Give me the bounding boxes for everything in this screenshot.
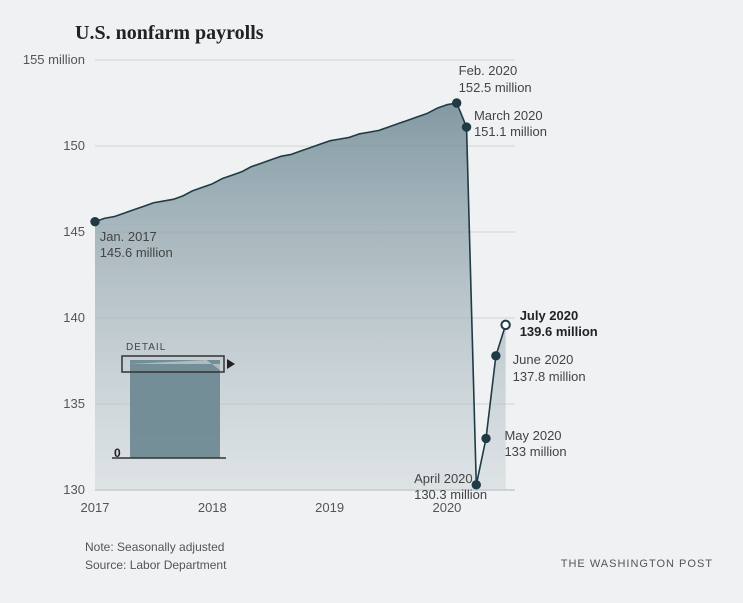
annotation: Jan. 2017145.6 million (100, 229, 173, 262)
footer-note-1: Note: Seasonally adjusted (85, 540, 224, 554)
inset-detail-label: DETAIL (126, 342, 166, 353)
data-marker (482, 434, 490, 442)
annotation: June 2020137.8 million (513, 352, 586, 385)
data-marker (501, 321, 509, 329)
y-tick-label: 135 (63, 396, 85, 411)
y-tick-label: 145 (63, 224, 85, 239)
data-marker (91, 217, 99, 225)
inset-zero-label: 0 (114, 446, 121, 460)
inset-bar (130, 360, 220, 458)
annotation: July 2020139.6 million (520, 308, 598, 341)
footer-note-2: Source: Labor Department (85, 558, 226, 572)
x-tick-label: 2019 (315, 500, 344, 515)
footer-credit: THE WASHINGTON POST (561, 558, 713, 570)
annotation: Feb. 2020152.5 million (459, 63, 532, 96)
chart-container: U.S. nonfarm payrolls 130135140145150155… (0, 0, 743, 603)
annotation: April 2020130.3 million (414, 471, 487, 504)
y-tick-label: 155 million (23, 52, 85, 67)
x-tick-label: 2018 (198, 500, 227, 515)
x-tick-label: 2017 (81, 500, 110, 515)
data-marker (492, 352, 500, 360)
y-tick-label: 130 (63, 482, 85, 497)
annotation: March 2020151.1 million (474, 108, 547, 141)
annotation: May 2020133 million (504, 428, 566, 461)
data-marker (452, 99, 460, 107)
y-tick-label: 150 (63, 138, 85, 153)
chart-svg: 130135140145150155 million20172018201920… (0, 0, 743, 603)
data-marker (462, 123, 470, 131)
y-tick-label: 140 (63, 310, 85, 325)
